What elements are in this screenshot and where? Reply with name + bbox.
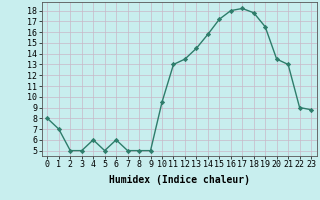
X-axis label: Humidex (Indice chaleur): Humidex (Indice chaleur) [109, 175, 250, 185]
